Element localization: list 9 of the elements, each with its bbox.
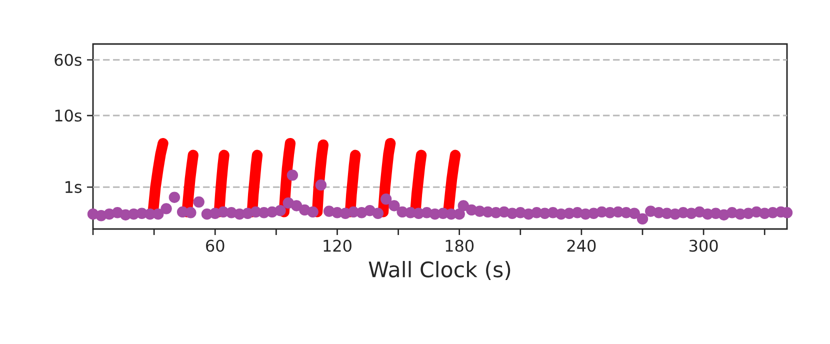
y-tick-label: 60s [54, 54, 82, 66]
x-tick-label: 240 [567, 240, 596, 252]
x-axis-title: Wall Clock (s) [368, 260, 510, 280]
x-tick-label: 300 [690, 240, 718, 252]
y-tick-label: 10s [55, 110, 82, 122]
x-tick-label: 180 [446, 240, 474, 252]
x-tick-label: 120 [324, 240, 352, 252]
x-tick-label: 60 [206, 240, 224, 252]
y-tick-label: 1s [66, 181, 82, 194]
